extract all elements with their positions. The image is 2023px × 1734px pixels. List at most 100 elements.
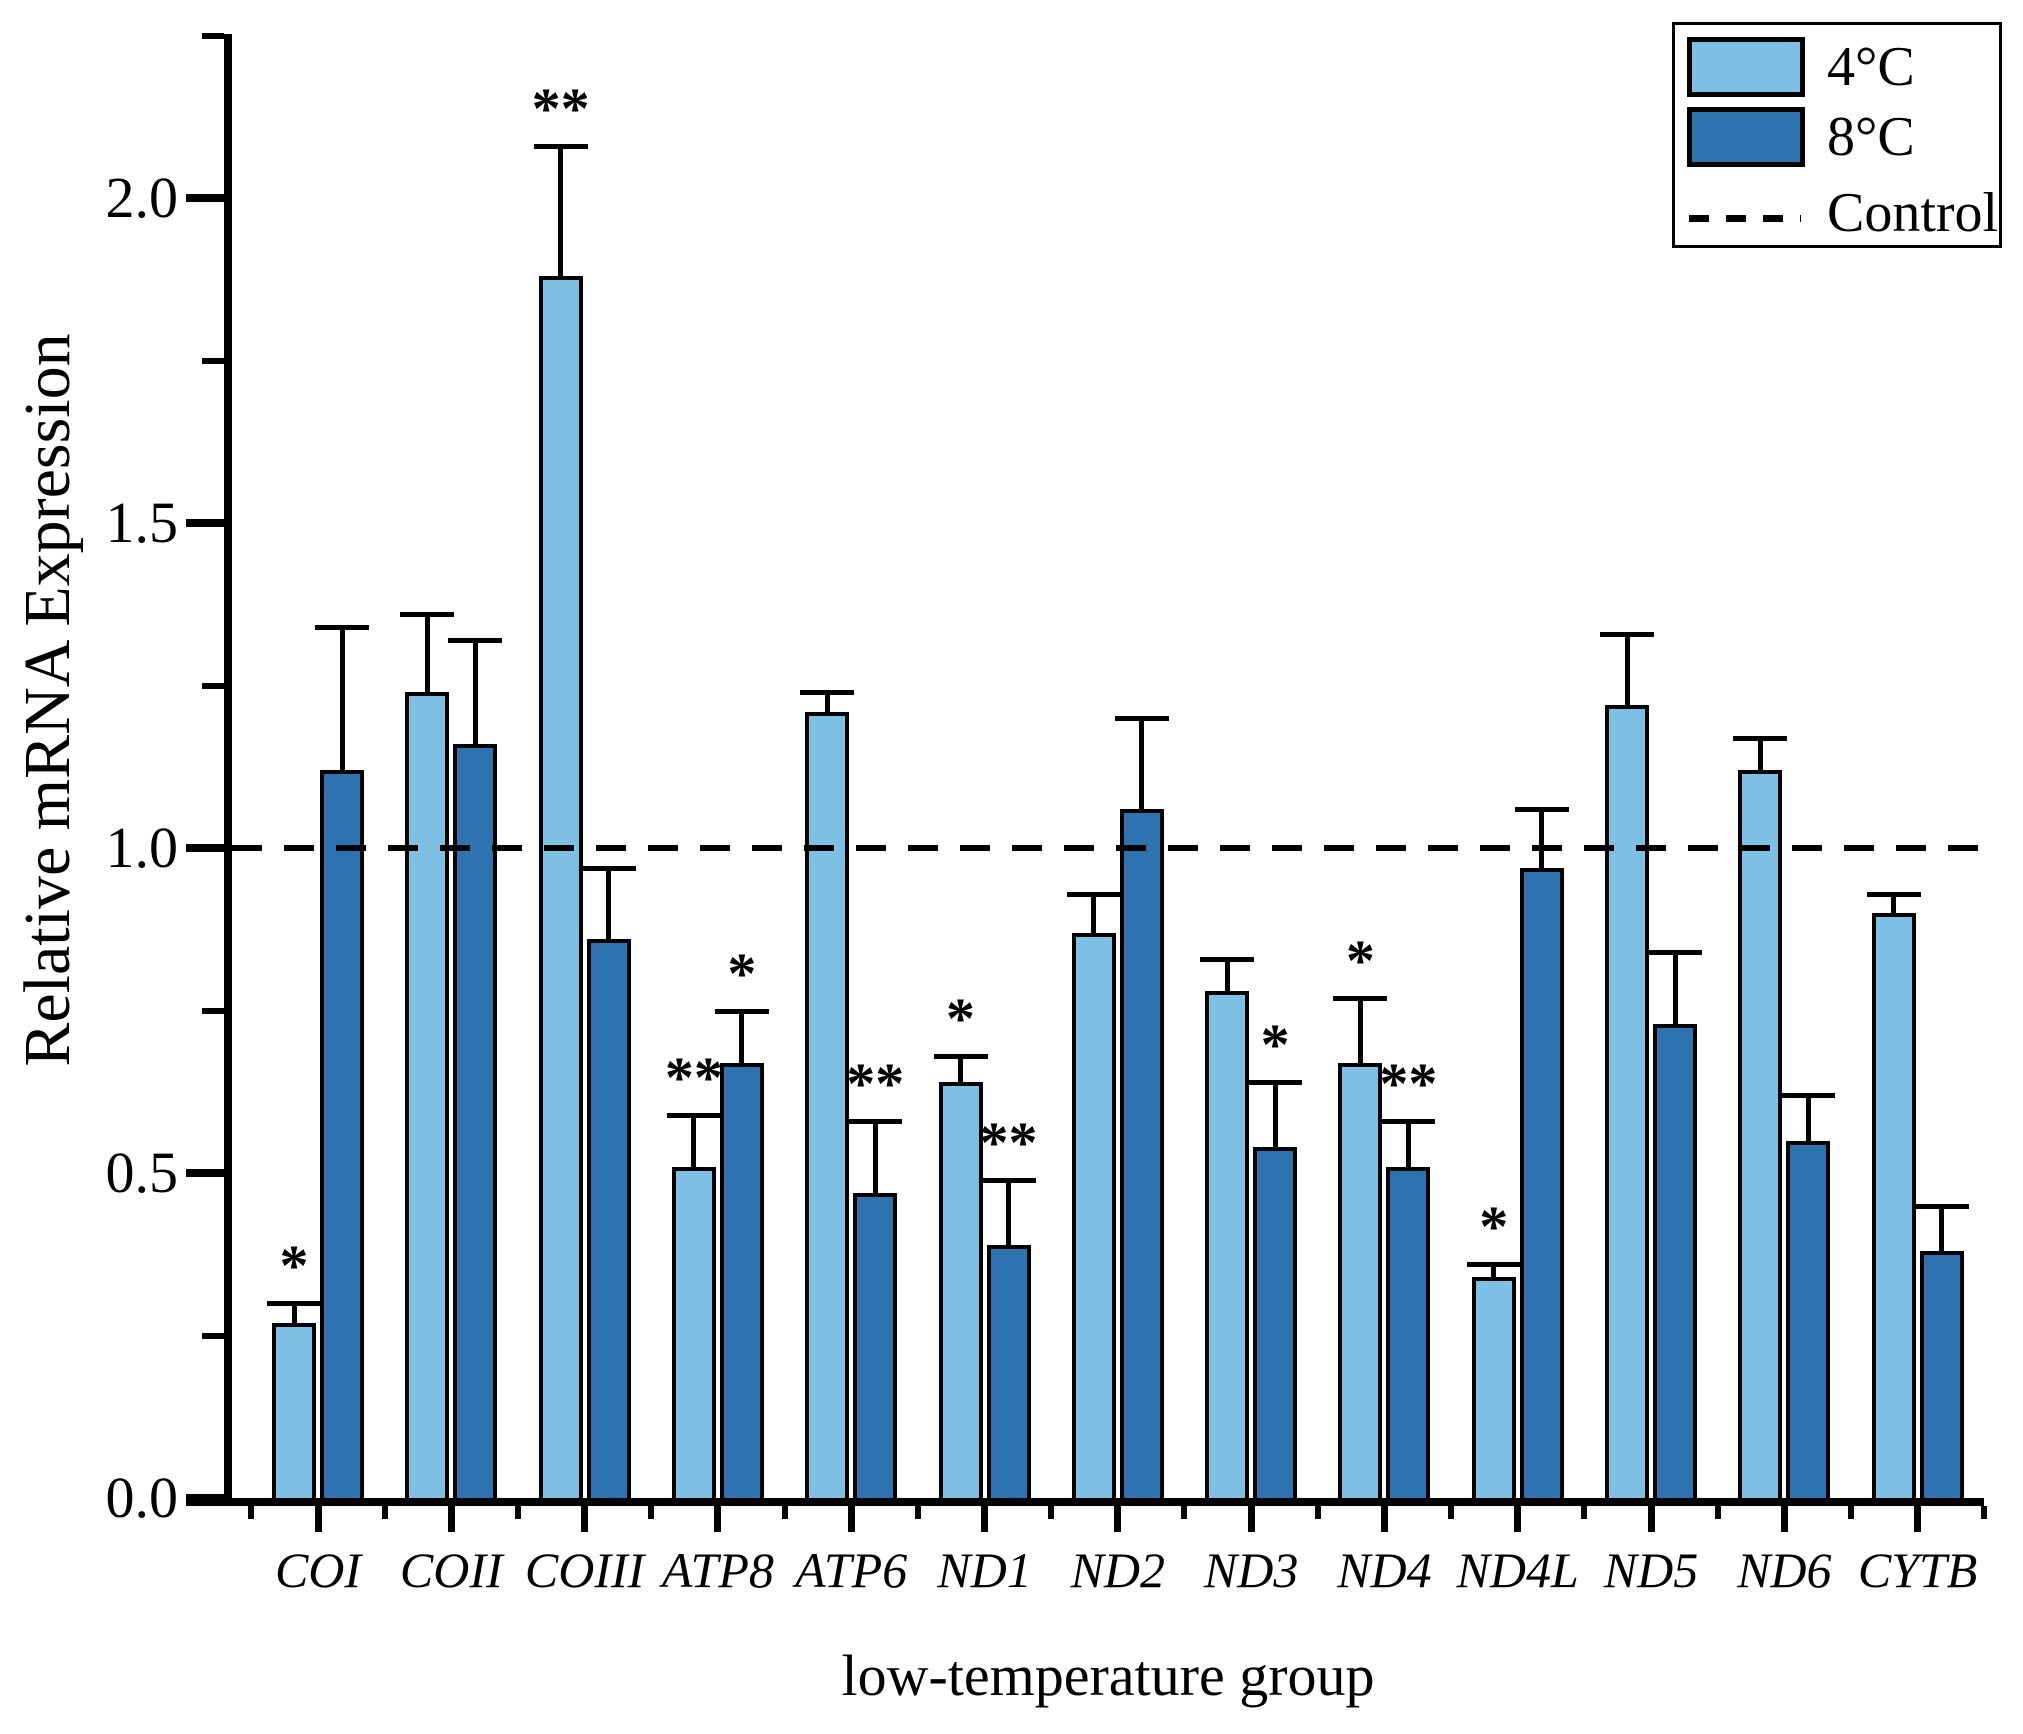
x-major-tick-ND4	[1380, 1506, 1388, 1532]
error-stem-ND1-8°C	[1006, 1179, 1011, 1245]
bar-ND1-8°C	[986, 1244, 1031, 1502]
legend-dash-sample	[1689, 215, 1801, 222]
bar-ND4-8°C	[1386, 1166, 1431, 1502]
x-major-tick-ND2	[1114, 1506, 1122, 1532]
error-stem-ND4L-8°C	[1539, 809, 1545, 868]
error-stem-ND2-8°C	[1139, 718, 1145, 809]
bar-COIII-4°C	[538, 276, 583, 1502]
error-cap-CYTB-4°C	[1866, 891, 1921, 897]
x-major-tick-ATP6	[847, 1506, 855, 1532]
legend-label-control: Control	[1827, 182, 1999, 244]
x-tick-label-COI: COI	[274, 1542, 362, 1598]
x-minor-tick-6	[1048, 1506, 1055, 1519]
error-stem-ATP8-8°C	[739, 1010, 745, 1063]
error-stem-COI-8°C	[339, 627, 345, 770]
significance-ND3-8°C: *	[1260, 1012, 1290, 1077]
x-tick-label-ND3: ND3	[1203, 1542, 1299, 1598]
bar-COII-4°C	[405, 692, 450, 1502]
x-minor-tick-5	[914, 1506, 921, 1519]
error-cap-ND4L-4°C	[1466, 1262, 1521, 1267]
y-major-tick-1	[186, 844, 224, 852]
x-minor-tick-12	[1847, 1506, 1854, 1519]
error-stem-COII-8°C	[472, 640, 478, 744]
error-stem-COI-4°C	[291, 1303, 297, 1323]
error-cap-ND1-4°C	[933, 1054, 988, 1059]
error-cap-ND2-8°C	[1114, 716, 1169, 721]
significance-COI-4°C: *	[279, 1233, 309, 1298]
error-cap-ATP8-4°C	[666, 1112, 721, 1118]
error-cap-ND4-4°C	[1333, 995, 1388, 1001]
error-stem-ATP6-4°C	[824, 692, 830, 712]
bar-CYTB-8°C	[1919, 1251, 1964, 1502]
y-major-tick-1.5	[186, 519, 224, 527]
x-tick-label-ND1: ND1	[937, 1542, 1032, 1598]
x-minor-tick-2	[514, 1506, 521, 1519]
x-minor-tick-7	[1181, 1506, 1188, 1519]
error-cap-COIII-8°C	[581, 865, 636, 871]
bar-COIII-8°C	[586, 939, 631, 1502]
bar-ND4L-8°C	[1519, 867, 1564, 1502]
significance-ND4-8°C: **	[1379, 1051, 1438, 1116]
significance-COIII-4°C: **	[531, 76, 590, 141]
error-stem-ND5-4°C	[1624, 633, 1630, 705]
x-axis-title: low-temperature group	[841, 1643, 1375, 1708]
x-minor-tick-8	[1314, 1506, 1321, 1519]
x-minor-tick-0	[248, 1506, 255, 1519]
error-cap-COI-8°C	[315, 625, 369, 630]
legend-label-8c: 8°C	[1827, 106, 1915, 168]
error-stem-ATP8-4°C	[691, 1114, 697, 1167]
error-stem-CYTB-4°C	[1891, 893, 1897, 913]
error-cap-CYTB-8°C	[1914, 1203, 1969, 1209]
x-tick-label-ATP8: ATP8	[661, 1542, 774, 1598]
error-cap-ND5-4°C	[1600, 631, 1654, 637]
error-stem-ATP6-8°C	[872, 1121, 878, 1193]
x-tick-label-CYTB: CYTB	[1857, 1542, 1978, 1598]
bar-COI-4°C	[272, 1322, 316, 1502]
bar-COI-8°C	[320, 770, 364, 1502]
x-minor-tick-3	[648, 1506, 655, 1519]
y-axis-line	[224, 34, 232, 1506]
error-cap-ND3-4°C	[1200, 956, 1255, 962]
error-stem-COII-4°C	[424, 614, 430, 692]
bar-ND5-4°C	[1605, 705, 1649, 1502]
y-minor-tick-2.25	[202, 32, 224, 39]
error-cap-ND1-8°C	[981, 1177, 1036, 1183]
bar-ND3-8°C	[1253, 1147, 1298, 1502]
x-tick-label-COII: COII	[399, 1542, 503, 1598]
error-cap-ND3-8°C	[1248, 1080, 1303, 1085]
error-stem-ND1-4°C	[958, 1056, 963, 1082]
error-stem-ND4-4°C	[1357, 997, 1363, 1063]
legend-label-4c: 4°C	[1827, 36, 1915, 98]
y-tick-label-1.5: 1.5	[105, 490, 179, 555]
x-major-tick-ND6	[1780, 1506, 1788, 1532]
x-minor-tick-1	[381, 1506, 388, 1519]
x-tick-label-ND4L: ND4L	[1456, 1542, 1579, 1598]
error-cap-COII-4°C	[400, 612, 455, 617]
bar-ND2-8°C	[1119, 809, 1164, 1502]
error-stem-ND3-4°C	[1224, 958, 1230, 991]
x-major-tick-COIII	[581, 1506, 589, 1532]
x-tick-label-COIII: COIII	[524, 1542, 645, 1598]
y-major-tick-2	[186, 194, 224, 202]
significance-ND4L-4°C: *	[1479, 1194, 1509, 1259]
error-stem-ND6-8°C	[1805, 1095, 1811, 1141]
error-cap-ND2-4°C	[1066, 891, 1121, 897]
bar-COII-8°C	[453, 744, 498, 1502]
error-cap-ATP6-4°C	[800, 690, 855, 695]
bar-ATP6-4°C	[805, 711, 850, 1502]
error-stem-CYTB-8°C	[1939, 1205, 1945, 1251]
control-line	[232, 845, 1984, 851]
y-tick-label-2: 2.0	[105, 165, 179, 230]
error-stem-COIII-4°C	[558, 146, 564, 276]
x-tick-label-ND2: ND2	[1070, 1542, 1166, 1598]
error-cap-ATP6-8°C	[848, 1119, 903, 1124]
error-cap-ND5-8°C	[1648, 950, 1702, 955]
y-tick-label-0: 0.0	[105, 1465, 179, 1530]
legend-swatch-4c	[1687, 37, 1805, 97]
y-tick-label-1: 1.0	[105, 815, 179, 880]
x-minor-tick-9	[1448, 1506, 1455, 1519]
significance-ND1-8°C: **	[979, 1109, 1038, 1175]
x-major-tick-ND3	[1247, 1506, 1255, 1532]
significance-ND1-4°C: *	[946, 986, 975, 1051]
error-cap-COIII-4°C	[533, 144, 588, 149]
